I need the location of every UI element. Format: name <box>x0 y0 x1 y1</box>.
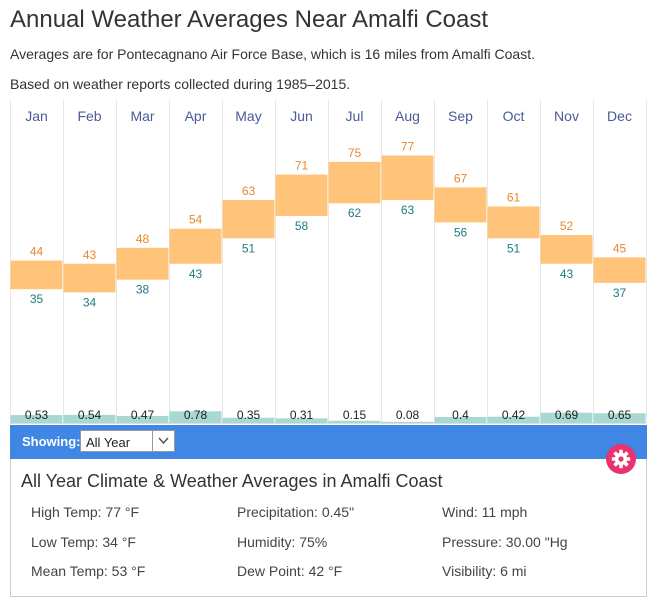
month-label: Nov <box>554 108 579 124</box>
month-label: Aug <box>395 108 420 124</box>
low-temp-stat: Low Temp: 34 °F <box>31 534 136 550</box>
precip-label: 0.53 <box>25 408 49 422</box>
precip-label: 0.35 <box>237 408 261 422</box>
settings-button[interactable] <box>606 444 636 474</box>
low-temp-label: 51 <box>507 241 521 255</box>
page-title: Annual Weather Averages Near Amalfi Coas… <box>10 6 489 33</box>
precip-label: 0.78 <box>184 408 208 422</box>
high-temp-label: 54 <box>189 213 203 227</box>
high-temp-stat: High Temp: 77 °F <box>31 504 140 520</box>
month-label: Feb <box>77 108 101 124</box>
period-select[interactable]: All Year <box>80 430 175 452</box>
high-temp-label: 52 <box>560 219 574 233</box>
high-temp-label: 45 <box>613 241 627 255</box>
temp-range-bar <box>593 257 646 283</box>
precipitation-stat: Precipitation: 0.45" <box>237 504 355 520</box>
precip-bar <box>10 415 63 423</box>
chevron-down-icon[interactable] <box>152 431 174 451</box>
high-temp-label: 43 <box>83 248 97 262</box>
temp-range-bar <box>222 200 275 239</box>
low-temp-label: 58 <box>295 219 309 233</box>
low-temp-label: 62 <box>348 206 362 220</box>
wind-stat: Wind: 11 mph <box>442 504 528 520</box>
subtitle-period: Based on weather reports collected durin… <box>10 76 351 92</box>
precip-label: 0.31 <box>290 408 314 422</box>
precip-bar <box>275 418 328 423</box>
high-temp-label: 71 <box>295 159 309 173</box>
low-temp-label: 63 <box>401 203 415 217</box>
month-label: Oct <box>503 108 525 124</box>
temp-range-bar <box>434 187 487 223</box>
precip-label: 0.47 <box>131 408 155 422</box>
month-label: Apr <box>185 108 207 124</box>
precip-bar <box>487 416 540 423</box>
low-temp-label: 51 <box>242 241 256 255</box>
month-label: Jul <box>346 108 364 124</box>
temp-range-bar <box>169 228 222 264</box>
precip-label: 0.54 <box>78 408 102 422</box>
temp-range-bar <box>487 206 540 239</box>
precip-bar <box>434 417 487 423</box>
high-temp-label: 48 <box>136 232 150 246</box>
summary-panel: All Year Climate & Weather Averages in A… <box>10 459 647 597</box>
precip-bar <box>222 417 275 423</box>
period-select-value: All Year <box>86 435 131 450</box>
month-label: Sep <box>448 108 473 124</box>
precip-label: 0.69 <box>555 408 579 422</box>
visibility-stat: Visibility: 6 mi <box>442 563 527 579</box>
showing-bar: Showing: All Year <box>10 425 647 459</box>
precip-bar <box>381 421 434 423</box>
high-temp-label: 61 <box>507 190 521 204</box>
low-temp-label: 35 <box>30 292 44 306</box>
high-temp-label: 75 <box>348 146 362 160</box>
high-temp-label: 67 <box>454 171 468 185</box>
low-temp-label: 56 <box>454 225 468 239</box>
precip-bar <box>169 411 222 423</box>
temp-range-bar <box>63 263 116 293</box>
subtitle-station: Averages are for Pontecagnano Air Force … <box>10 46 535 62</box>
temp-range-bar <box>540 235 593 264</box>
summary-title: All Year Climate & Weather Averages in A… <box>21 471 443 491</box>
low-temp-label: 37 <box>613 286 627 300</box>
pressure-stat: Pressure: 30.00 "Hg <box>442 534 568 550</box>
month-label: May <box>235 108 261 124</box>
humidity-stat: Humidity: 75% <box>237 534 328 550</box>
precip-bar <box>328 420 381 423</box>
high-temp-label: 44 <box>30 245 44 259</box>
temp-range-bar <box>116 247 169 280</box>
month-label: Jan <box>25 108 48 124</box>
low-temp-label: 43 <box>560 267 574 281</box>
precip-bar <box>63 414 116 423</box>
temp-range-bar <box>10 260 63 290</box>
dew-point-stat: Dew Point: 42 °F <box>237 563 343 579</box>
low-temp-label: 38 <box>136 283 150 297</box>
precip-label: 0.08 <box>396 408 420 422</box>
month-label: Dec <box>607 108 632 124</box>
precip-label: 0.65 <box>608 408 632 422</box>
precip-label: 0.15 <box>343 408 367 422</box>
month-label: Jun <box>290 108 313 124</box>
precip-label: 0.4 <box>452 408 469 422</box>
monthly-temperature-chart: Jan 44 35 0.53 Feb 43 34 0.54 Mar 48 38 0.47 Apr 54 43… <box>10 100 647 424</box>
high-temp-label: 77 <box>401 139 415 153</box>
high-temp-label: 63 <box>242 184 256 198</box>
temp-range-bar <box>328 161 381 204</box>
temp-range-bar <box>381 155 434 201</box>
low-temp-label: 43 <box>189 267 203 281</box>
month-label: Mar <box>130 108 154 124</box>
precip-bar <box>540 412 593 423</box>
mean-temp-stat: Mean Temp: 53 °F <box>31 563 146 579</box>
precip-bar <box>116 415 169 423</box>
gear-icon <box>611 449 631 469</box>
temp-range-bar <box>275 174 328 216</box>
precip-label: 0.42 <box>502 408 526 422</box>
showing-label: Showing: <box>22 434 81 449</box>
precip-bar <box>593 413 646 423</box>
low-temp-label: 34 <box>83 295 97 309</box>
